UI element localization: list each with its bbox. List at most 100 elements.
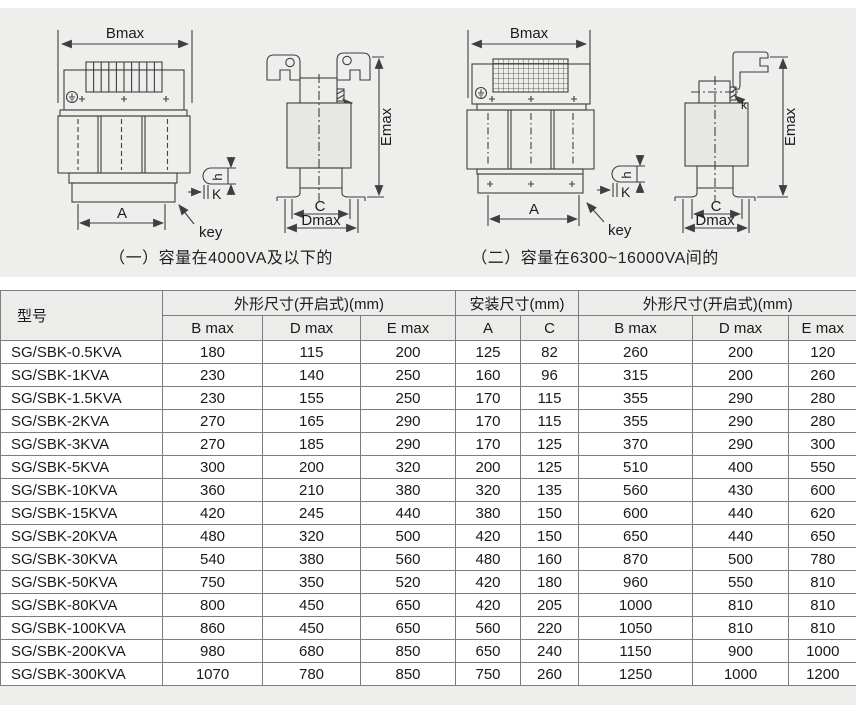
dim-cell: 900 <box>692 639 790 663</box>
dim-cell: 810 <box>692 616 790 640</box>
table-row: SG/SBK-30KVA 540 380 560 480 160 870 500 780 <box>0 547 856 571</box>
dim-cell: 125 <box>519 432 580 456</box>
bottom-core-column <box>299 167 343 189</box>
terminal-strip-ribs <box>93 62 155 92</box>
header-bmax-2: B max <box>578 315 694 341</box>
dim-cell: 810 <box>788 616 856 640</box>
dim-cell: 230 <box>162 363 263 387</box>
dim-cell: 960 <box>578 570 694 594</box>
model-cell: SG/SBK-5KVA <box>0 455 163 479</box>
dim-cell: 260 <box>788 363 856 387</box>
dim-cell: 540 <box>162 547 263 571</box>
diagram-area: Bmax A h K key <box>0 8 856 277</box>
dim-cell: 270 <box>162 409 263 433</box>
table-row: SG/SBK-300KVA 1070 780 850 750 260 1250 1000 120… <box>0 662 856 686</box>
dim-cell: 125 <box>519 455 580 479</box>
dim-cell: 780 <box>788 547 856 571</box>
emax-extension-lines <box>757 56 788 198</box>
dim-cell: 750 <box>162 570 263 594</box>
dim-cell: 420 <box>162 501 263 525</box>
dim-cell: 550 <box>788 455 856 479</box>
bmax-extension-lines <box>57 30 193 103</box>
header-bmax-1: B max <box>162 315 263 341</box>
coil-centerlines <box>77 119 169 170</box>
base-plate <box>68 172 178 184</box>
dim-label-c: C <box>315 198 326 215</box>
model-cell: SG/SBK-20KVA <box>0 524 163 548</box>
dim-cell: 205 <box>519 593 580 617</box>
dim-cell: 860 <box>162 616 263 640</box>
dim-cell: 270 <box>162 432 263 456</box>
dim-cell: 96 <box>519 363 580 387</box>
model-cell: SG/SBK-1.5KVA <box>0 386 163 410</box>
dim-cell: 650 <box>360 616 456 640</box>
dim-label-h: h <box>210 173 225 180</box>
dim-label-a: A <box>117 205 127 222</box>
dim-cell: 180 <box>519 570 580 594</box>
k-ticks <box>612 183 618 197</box>
dim-cell: 1250 <box>578 662 694 686</box>
coil-dividers <box>97 116 146 173</box>
dim-label-a: A <box>529 201 539 218</box>
header-model: 型号 <box>0 290 163 341</box>
base-plus-marks <box>487 181 575 187</box>
dim-cell: 810 <box>788 570 856 594</box>
dim-cell: 160 <box>519 547 580 571</box>
dim-cell: 400 <box>692 455 790 479</box>
dim-cell: 245 <box>262 501 361 525</box>
mounting-feet <box>277 188 365 198</box>
dim-cell: 440 <box>692 501 790 525</box>
dim-cell: 260 <box>519 662 580 686</box>
dim-cell: 420 <box>455 524 521 548</box>
right-clamp-hole <box>342 55 352 66</box>
table-row: SG/SBK-1.5KVA 230 155 250 170 115 355 290 280 <box>0 386 856 410</box>
table-row: SG/SBK-20KVA 480 320 500 420 150 650 440 650 <box>0 524 856 548</box>
model-cell: SG/SBK-1KVA <box>0 363 163 387</box>
dim-cell: 155 <box>262 386 361 410</box>
dim-cell: 82 <box>519 340 580 364</box>
dim-label-k: K <box>621 184 631 200</box>
dim-cell: 180 <box>162 340 263 364</box>
header-group-mounting-dims: 安装尺寸(mm) <box>454 290 580 316</box>
dim-label-bmax: Bmax <box>106 25 145 42</box>
c-extension-lines <box>691 199 743 219</box>
dim-cell: 290 <box>360 409 456 433</box>
header-a: A <box>455 315 521 341</box>
dim-cell: 300 <box>788 432 856 456</box>
coil-body-side <box>684 102 749 167</box>
dimension-table: 型号 外形尺寸(开启式)(mm) 安装尺寸(mm) 外形尺寸(开启式)(mm) … <box>0 290 856 686</box>
dim-cell: 115 <box>519 386 580 410</box>
dim-cell: 1000 <box>692 662 790 686</box>
a-extension-lines <box>487 195 580 226</box>
dim-cell: 355 <box>578 409 694 433</box>
dim-cell: 650 <box>360 593 456 617</box>
header-dmax-2: D max <box>692 315 790 341</box>
side-view-diagram-type2: k Emax C Dmax <box>674 51 799 233</box>
dim-cell: 250 <box>360 363 456 387</box>
dim-cell: 230 <box>162 386 263 410</box>
dim-cell: 320 <box>455 478 521 502</box>
dim-cell: 115 <box>262 340 361 364</box>
c-extension-lines <box>291 199 351 219</box>
dmax-extension-lines <box>284 199 359 233</box>
model-cell: SG/SBK-15KVA <box>0 501 163 525</box>
dim-cell: 200 <box>455 455 521 479</box>
key-slot-hatch <box>729 88 737 99</box>
dim-cell: 290 <box>692 409 790 433</box>
a-extension-lines <box>77 204 166 230</box>
ground-symbol-lines <box>478 89 484 98</box>
key-cross-section <box>202 167 229 185</box>
dim-cell: 560 <box>455 616 521 640</box>
dmax-extension-lines <box>682 199 750 233</box>
dim-cell: 650 <box>578 524 694 548</box>
dim-cell: 780 <box>262 662 361 686</box>
key-label: key <box>199 224 223 241</box>
dim-cell: 170 <box>455 386 521 410</box>
key-slot-hatch <box>336 89 345 100</box>
dim-cell: 560 <box>360 547 456 571</box>
dim-cell: 1070 <box>162 662 263 686</box>
dim-cell: 800 <box>162 593 263 617</box>
dim-cell: 370 <box>578 432 694 456</box>
dim-cell: 350 <box>262 570 361 594</box>
dim-cell: 520 <box>360 570 456 594</box>
